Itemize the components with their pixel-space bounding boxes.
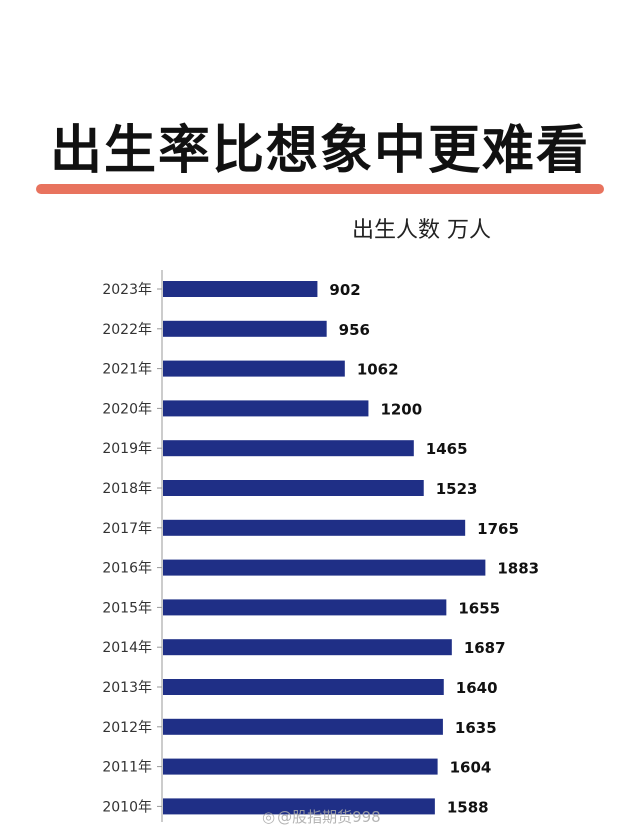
category-label: 2010年 (102, 799, 152, 815)
bar (163, 519, 466, 536)
watermark: ◎ @股指期货998 (262, 806, 381, 827)
value-label: 1640 (456, 679, 498, 697)
category-label: 2020年 (102, 401, 152, 417)
category-label: 2013年 (102, 680, 152, 696)
value-label: 1604 (450, 759, 492, 777)
chart-title: 出生率比想象中更难看 (49, 121, 590, 181)
unit-label: 出生人数 万人 (352, 218, 491, 243)
value-label: 1200 (380, 400, 422, 418)
bar (163, 360, 345, 377)
category-label: 2016年 (102, 561, 152, 577)
bar (163, 718, 443, 735)
watermark-text: @股指期货998 (277, 808, 381, 826)
bar (163, 679, 444, 695)
category-label: 2018年 (102, 481, 152, 497)
bar (163, 480, 424, 496)
category-label: 2014年 (102, 640, 152, 656)
value-label: 956 (339, 321, 370, 339)
category-label: 2015年 (102, 600, 152, 616)
value-label: 1765 (477, 520, 519, 538)
bar (163, 400, 369, 417)
value-label: 1523 (436, 480, 478, 498)
value-label: 1687 (464, 639, 506, 657)
bar (163, 440, 414, 457)
bar (163, 281, 318, 297)
value-label: 1883 (497, 560, 539, 578)
value-label: 1465 (426, 440, 468, 458)
weibo-icon: ◎ (262, 808, 276, 826)
category-label: 2022年 (102, 322, 152, 338)
bar (163, 758, 438, 775)
value-label: 1655 (458, 599, 500, 617)
value-label: 902 (329, 281, 360, 299)
bar (163, 320, 327, 337)
category-label: 2012年 (102, 720, 152, 736)
bar (163, 798, 435, 815)
title-underline (36, 184, 604, 194)
category-label: 2017年 (102, 521, 152, 537)
value-label: 1062 (357, 361, 399, 379)
category-label: 2021年 (102, 362, 152, 378)
value-label: 1635 (455, 719, 497, 737)
value-label: 1588 (447, 798, 489, 816)
category-label: 2019年 (102, 441, 152, 457)
category-label: 2011年 (102, 760, 152, 776)
bar (163, 559, 486, 576)
bar (163, 599, 447, 616)
category-label: 2023年 (102, 282, 152, 298)
bar (163, 639, 452, 656)
